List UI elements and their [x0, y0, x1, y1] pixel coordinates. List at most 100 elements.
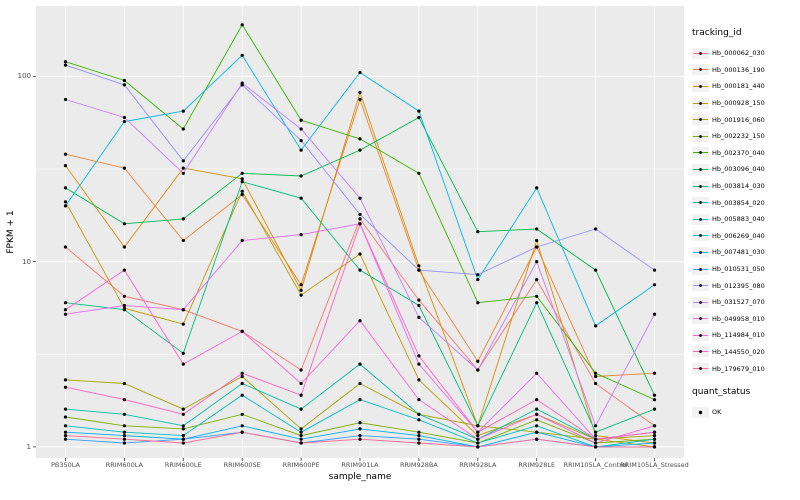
data-point	[299, 139, 303, 143]
legend-entry-label: Hb_002232_150	[712, 132, 765, 141]
data-point	[122, 268, 126, 272]
data-point	[240, 424, 244, 428]
data-point	[122, 412, 126, 416]
data-point	[417, 430, 421, 434]
legend-entry: Hb_000062_030	[692, 45, 798, 62]
legend-entry-label: Hb_007481_030	[712, 248, 765, 257]
data-point	[299, 283, 303, 287]
data-point	[652, 445, 657, 449]
line-key-icon	[692, 147, 709, 159]
data-point	[535, 278, 539, 282]
data-point	[476, 273, 480, 277]
data-point	[240, 329, 244, 333]
data-point	[181, 171, 185, 175]
data-point	[417, 298, 421, 302]
legend-panel: tracking_id Hb_000062_030 Hb_000136_190 Hb…	[692, 28, 798, 420]
legend-entry-label: Hb_003814_030	[712, 182, 765, 191]
data-point	[594, 434, 598, 438]
data-point	[535, 371, 539, 375]
data-point	[535, 418, 539, 422]
legend-title-quant-status: quant_status	[692, 386, 751, 397]
data-point	[594, 227, 598, 231]
data-point	[358, 362, 362, 366]
data-point	[122, 381, 126, 386]
data-point	[240, 393, 244, 397]
legend-entry-label: Hb_000181_440	[712, 82, 765, 91]
data-point	[122, 308, 126, 312]
data-point	[652, 283, 657, 287]
data-point	[122, 424, 126, 428]
x-tick-label: RRIM600LE	[164, 461, 202, 469]
data-point	[299, 441, 303, 445]
legend-entry: Hb_003854_020	[692, 194, 798, 211]
data-point	[181, 159, 185, 163]
data-point	[181, 407, 185, 411]
data-point	[181, 412, 185, 416]
legend-entry-label: Hb_000136_190	[712, 65, 765, 74]
legend-entry: Hb_002232_150	[692, 128, 798, 145]
line-key-icon	[692, 47, 709, 59]
data-point	[358, 427, 362, 431]
legend-entry: Hb_006269_040	[692, 228, 798, 245]
line-key-icon	[692, 80, 709, 92]
data-point	[299, 407, 303, 411]
data-point	[299, 381, 303, 386]
data-point	[122, 115, 126, 120]
data-point	[63, 63, 68, 67]
data-point	[417, 264, 421, 268]
data-point	[358, 196, 362, 200]
data-point	[417, 418, 421, 422]
legend-entry-label: Hb_012395_080	[712, 281, 765, 290]
data-point	[63, 97, 68, 102]
data-point	[299, 427, 303, 431]
data-point	[240, 189, 244, 193]
data-point	[358, 398, 362, 402]
data-point	[417, 362, 421, 366]
data-point	[652, 424, 657, 428]
data-point	[476, 359, 480, 363]
data-point	[122, 430, 126, 434]
legend-entry-label: Hb_000062_030	[712, 49, 765, 58]
data-point	[358, 212, 362, 216]
legend-entry-ok: OK	[692, 404, 798, 421]
data-point	[63, 378, 68, 382]
data-point	[240, 23, 244, 27]
data-point	[240, 81, 244, 85]
data-point	[299, 293, 303, 297]
data-point	[652, 268, 657, 272]
data-point	[594, 381, 598, 386]
data-point	[417, 268, 421, 272]
data-point	[181, 362, 185, 366]
data-point	[122, 303, 126, 308]
legend-entry: Hb_001916_060	[692, 111, 798, 128]
data-point	[181, 322, 185, 326]
data-point	[652, 371, 657, 375]
data-point	[240, 374, 244, 379]
line-key-icon	[692, 114, 709, 126]
data-point	[181, 434, 185, 438]
data-point	[63, 245, 68, 249]
data-point	[652, 398, 657, 402]
data-point	[358, 148, 362, 152]
legend-entry-label: Hb_010531_050	[712, 265, 765, 274]
data-point	[181, 437, 185, 441]
legend-entry: Hb_049958_010	[692, 311, 798, 328]
legend-entry-label: Hb_003854_020	[712, 198, 765, 207]
data-point	[417, 441, 421, 445]
line-key-icon	[692, 313, 709, 325]
data-point	[240, 177, 244, 181]
data-point	[594, 371, 598, 375]
x-axis-title: sample_name	[328, 472, 392, 482]
legend-entry: Hb_010531_050	[692, 261, 798, 278]
x-tick-label: RRIM928LA	[459, 461, 497, 469]
data-point	[63, 204, 68, 208]
data-point	[299, 393, 303, 397]
data-point	[299, 434, 303, 438]
line-key-icon	[692, 246, 709, 258]
data-point	[417, 115, 421, 120]
legend-entry: Hb_000181_440	[692, 78, 798, 95]
data-point	[417, 378, 421, 382]
data-point	[594, 324, 598, 328]
data-point	[417, 315, 421, 319]
data-point	[240, 430, 244, 434]
